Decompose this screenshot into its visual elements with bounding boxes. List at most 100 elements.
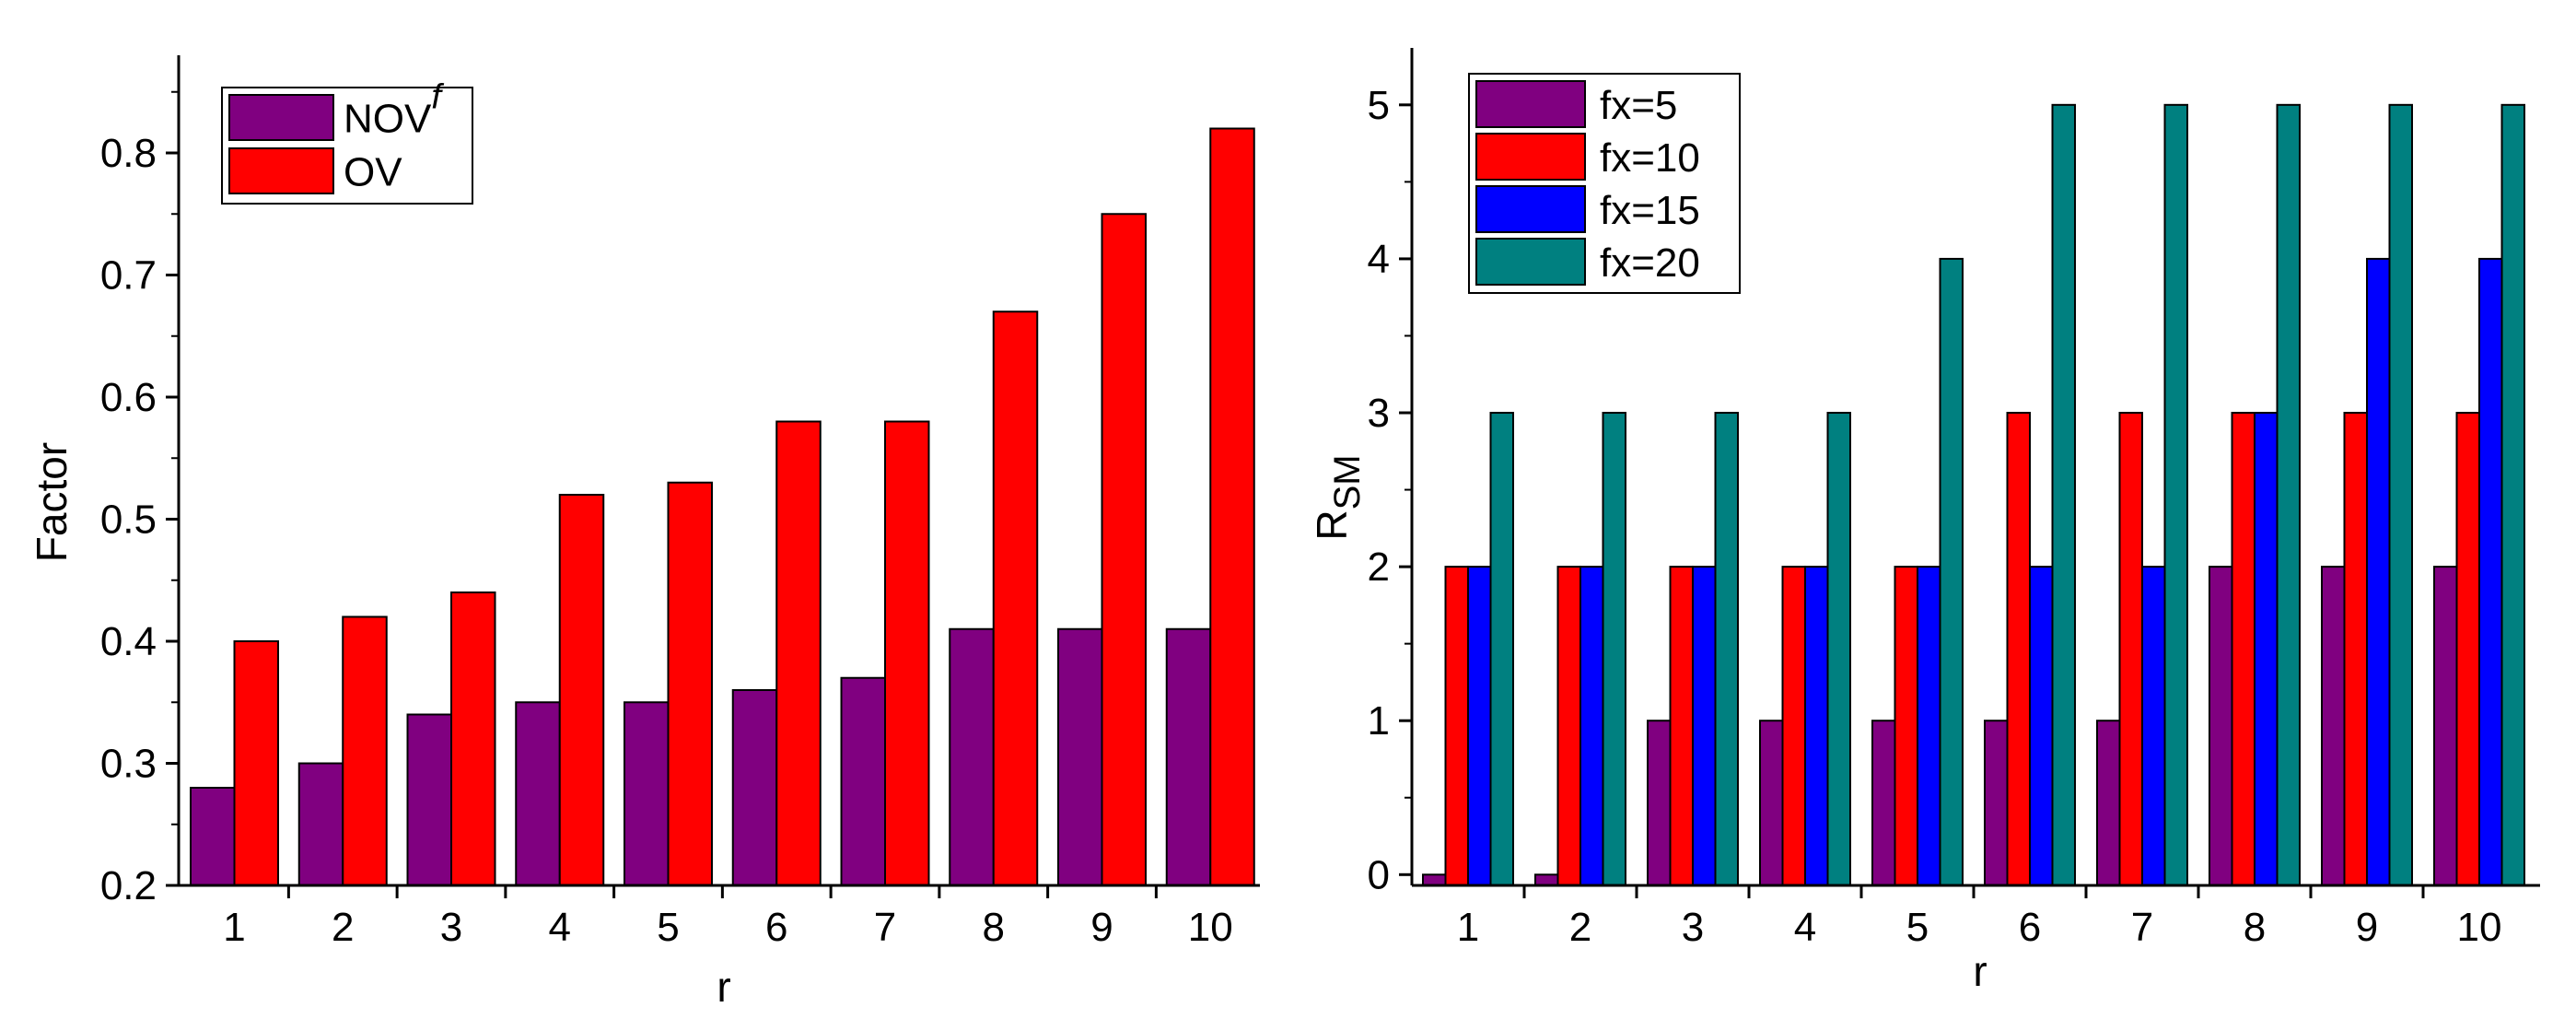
rsm-legend-swatch-4 <box>1475 238 1586 286</box>
rsm-bar-4-r1 <box>1489 412 1514 886</box>
rsm-legend-label-3: fx=15 <box>1600 188 1700 233</box>
factor-bar-2-r8 <box>992 310 1039 886</box>
rsm-y-tick-label: 0 <box>1368 852 1390 897</box>
factor-y-tick-label: 0.8 <box>100 131 157 176</box>
rsm-bar-1-r8 <box>2209 566 2233 886</box>
rsm-bar-2-r8 <box>2231 412 2255 886</box>
rsm-bar-3-r7 <box>2141 566 2166 886</box>
rsm-x-tick-label: 3 <box>1682 905 1704 950</box>
rsm-bar-2-r7 <box>2118 412 2143 886</box>
rsm-bar-2-r4 <box>1781 566 1806 886</box>
factor-axes <box>177 55 1260 887</box>
rsm-bar-2-r2 <box>1556 566 1581 886</box>
factor-bar-1-r8 <box>949 627 995 886</box>
rsm-bar-3-r2 <box>1579 566 1604 886</box>
rsm-bar-3-r8 <box>2254 412 2279 886</box>
rsm-x-axis-label: r <box>1973 947 1987 995</box>
chart-factor: 0.2 0.3 0.4 0.5 0.6 0.7 0.8 1 2 3 4 5 6 7 8 9 10 r Facto… <box>28 55 1260 1011</box>
rsm-bar-3-r6 <box>2029 566 2054 886</box>
factor-y-tick-label: 0.5 <box>100 498 157 543</box>
factor-bar-1-r1 <box>190 787 236 886</box>
factor-bar-2-r3 <box>450 591 496 886</box>
factor-bar-1-r6 <box>731 689 778 886</box>
rsm-bars <box>1422 103 2525 886</box>
factor-y-tick-label: 0.4 <box>100 619 157 664</box>
rsm-legend-label-2: fx=10 <box>1600 135 1700 181</box>
factor-bar-2-r6 <box>775 420 822 886</box>
rsm-y-axis-label-sub: SM <box>1327 454 1368 510</box>
factor-legend-swatch-1 <box>228 94 334 141</box>
rsm-ticks: 0 1 2 3 4 5 1 2 3 4 5 6 7 8 9 10 <box>1368 83 2502 950</box>
rsm-bar-1-r10 <box>2433 566 2458 886</box>
rsm-y-tick-label: 4 <box>1368 237 1390 282</box>
rsm-bar-3-r4 <box>1804 566 1829 886</box>
rsm-bar-4-r3 <box>1714 412 1739 886</box>
factor-x-tick-label: 6 <box>765 905 787 950</box>
factor-legend-label-2: OV <box>344 150 402 195</box>
rsm-y-axis-label: RSM <box>1308 454 1368 540</box>
factor-ticks: 0.2 0.3 0.4 0.5 0.6 0.7 0.8 1 2 3 4 5 6 7 8 9 10 <box>100 90 1233 950</box>
rsm-bar-2-r5 <box>1894 566 1918 886</box>
factor-y-tick-label: 0.3 <box>100 742 157 787</box>
rsm-bar-2-r1 <box>1444 566 1469 886</box>
factor-bar-2-r10 <box>1209 127 1255 886</box>
rsm-bar-3-r1 <box>1467 566 1492 886</box>
rsm-bar-4-r2 <box>1602 412 1626 886</box>
rsm-legend-swatch-2 <box>1475 133 1586 181</box>
factor-y-tick-label: 0.7 <box>100 253 157 299</box>
rsm-bar-4-r9 <box>2388 103 2413 886</box>
rsm-legend-label-1: fx=5 <box>1600 83 1677 128</box>
factor-bar-1-r7 <box>840 676 886 886</box>
factor-legend-swatch-2 <box>228 147 334 194</box>
rsm-bar-1-r5 <box>1871 720 1896 886</box>
rsm-x-tick-label: 4 <box>1794 905 1816 950</box>
rsm-bar-4-r4 <box>1826 412 1851 886</box>
rsm-legend: fx=5 fx=10 fx=15 fx=20 <box>1468 73 1741 294</box>
rsm-bar-3-r5 <box>1917 566 1941 886</box>
rsm-bar-1-r7 <box>2096 720 2121 886</box>
rsm-x-tick-label: 6 <box>2019 905 2041 950</box>
rsm-bar-4-r5 <box>1939 257 1964 886</box>
factor-x-tick-label: 3 <box>440 905 462 950</box>
factor-bar-1-r2 <box>297 762 344 886</box>
rsm-x-tick-label: 7 <box>2131 905 2153 950</box>
rsm-x-tick-label: 5 <box>1906 905 1929 950</box>
rsm-bar-1-r6 <box>1984 720 2009 886</box>
rsm-y-tick-label: 3 <box>1368 391 1390 436</box>
rsm-bar-1-r1 <box>1422 873 1447 886</box>
rsm-legend-label-4: fx=20 <box>1600 240 1700 286</box>
factor-bar-2-r1 <box>233 640 279 886</box>
factor-bar-2-r9 <box>1101 213 1147 886</box>
rsm-x-tick-label: 10 <box>2457 905 2502 950</box>
rsm-x-tick-label: 8 <box>2244 905 2266 950</box>
factor-x-tick-label: 1 <box>223 905 245 950</box>
factor-y-axis-label: Factor <box>28 442 76 562</box>
factor-bars <box>190 127 1255 886</box>
rsm-bar-1-r2 <box>1534 873 1559 886</box>
factor-bar-1-r3 <box>406 713 452 886</box>
factor-x-axis-label: r <box>717 963 730 1011</box>
factor-bar-1-r4 <box>515 701 561 886</box>
factor-bar-2-r2 <box>342 615 388 886</box>
factor-x-tick-label: 9 <box>1090 905 1113 950</box>
rsm-bar-2-r10 <box>2455 412 2480 886</box>
rsm-legend-swatch-1 <box>1475 80 1586 128</box>
factor-y-tick-label: 0.2 <box>100 863 157 908</box>
rsm-bar-2-r3 <box>1669 566 1694 886</box>
factor-bar-2-r4 <box>558 494 605 886</box>
rsm-bar-3-r9 <box>2366 257 2391 886</box>
factor-x-tick-label: 7 <box>874 905 896 950</box>
rsm-bar-4-r10 <box>2500 103 2525 886</box>
rsm-bar-4-r8 <box>2276 103 2301 886</box>
factor-x-tick-label: 2 <box>332 905 354 950</box>
rsm-x-tick-label: 1 <box>1457 905 1479 950</box>
factor-x-tick-label: 10 <box>1188 905 1233 950</box>
factor-bar-1-r10 <box>1165 627 1212 886</box>
rsm-x-tick-label: 9 <box>2356 905 2378 950</box>
rsm-bar-3-r10 <box>2478 257 2503 886</box>
factor-legend-label-1: NOVf <box>344 78 444 142</box>
factor-x-tick-label: 5 <box>657 905 679 950</box>
rsm-y-tick-label: 5 <box>1368 83 1390 128</box>
rsm-y-tick-label: 2 <box>1368 545 1390 590</box>
